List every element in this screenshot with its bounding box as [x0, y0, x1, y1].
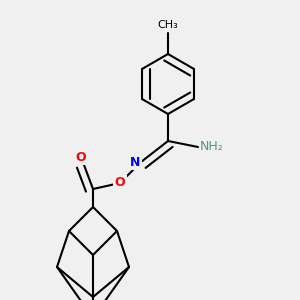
Text: O: O: [115, 176, 125, 190]
Text: NH₂: NH₂: [200, 140, 224, 154]
Text: O: O: [76, 151, 86, 164]
Text: N: N: [130, 155, 140, 169]
Text: CH₃: CH₃: [158, 20, 178, 31]
